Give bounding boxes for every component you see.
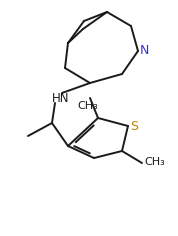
- Text: HN: HN: [52, 92, 69, 105]
- Text: S: S: [130, 121, 138, 134]
- Text: CH₃: CH₃: [78, 101, 98, 111]
- Text: N: N: [140, 45, 149, 58]
- Text: CH₃: CH₃: [144, 157, 165, 167]
